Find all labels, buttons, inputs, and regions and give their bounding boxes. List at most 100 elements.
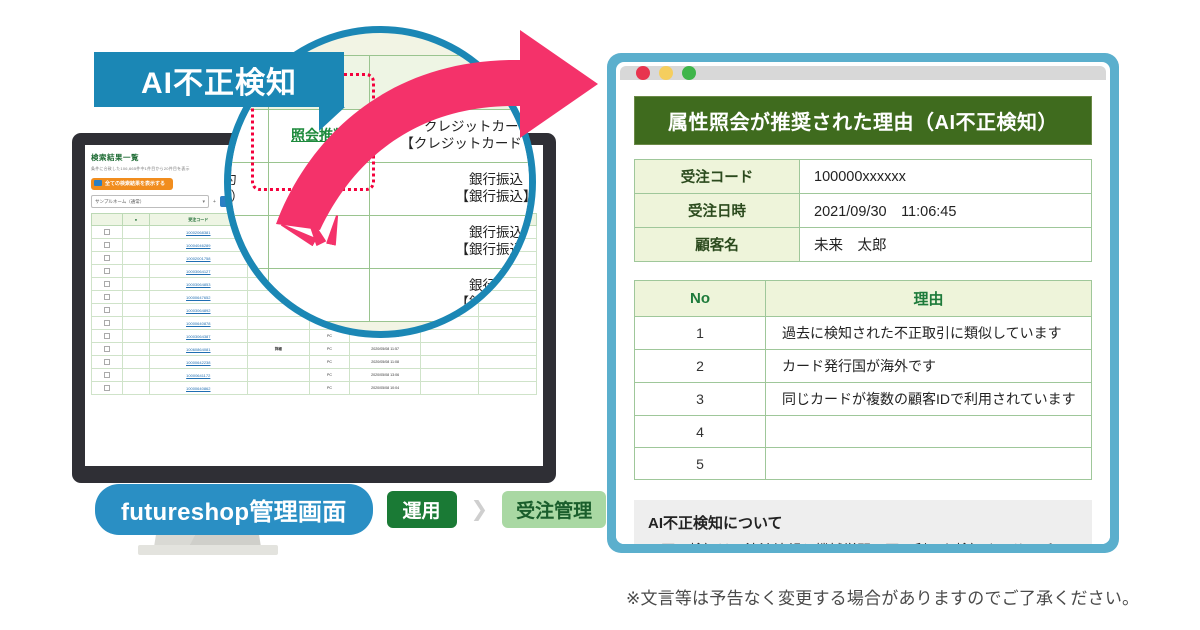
reason-row: 5 bbox=[634, 447, 1092, 480]
maximize-icon[interactable] bbox=[682, 66, 696, 80]
row-device: PC bbox=[309, 381, 351, 395]
row-tag: 詳細 bbox=[246, 342, 311, 356]
browser-window: 属性照会が推奨された理由（AI不正検知） 受注コード 100000xxxxxx 受注… bbox=[607, 53, 1119, 553]
row-order-code[interactable]: 10000640862 bbox=[148, 381, 248, 395]
magnified-cell-status: ） bbox=[231, 214, 269, 269]
row-checkbox[interactable] bbox=[90, 381, 124, 395]
row-tag bbox=[246, 368, 311, 382]
row-checkbox[interactable] bbox=[90, 368, 124, 382]
chevron-right-icon: ❯ bbox=[470, 497, 489, 521]
magnified-col-payment: 決済方法 【決済種別】 bbox=[369, 55, 529, 110]
ai-fraud-badge: AI不正検知 bbox=[94, 52, 345, 131]
reason-text: カード発行国が海外です bbox=[765, 349, 1092, 383]
browser-titlebar bbox=[620, 66, 1106, 80]
order-info-body: 受注コード 100000xxxxxx 受注日時 2021/09/30 11:06:45… bbox=[634, 159, 1092, 262]
table-row[interactable]: 10000640862 PC 2020/05/08 10:04 bbox=[90, 381, 537, 395]
row-lock-icon bbox=[122, 303, 150, 317]
ai-fraud-badge-label: AI不正検知 bbox=[141, 66, 297, 100]
row-checkbox[interactable] bbox=[90, 264, 124, 278]
row-lock-icon bbox=[122, 329, 150, 343]
row-checkbox[interactable] bbox=[90, 251, 124, 265]
row-tag bbox=[246, 355, 311, 369]
order-info-row: 受注日時 2021/09/30 11:06:45 bbox=[634, 193, 1092, 228]
magnified-cell-payment: 銀行振込 【銀行振込】 bbox=[369, 214, 529, 269]
row-lock-icon bbox=[122, 355, 150, 369]
row-checkbox[interactable] bbox=[90, 303, 124, 317]
minimize-icon[interactable] bbox=[659, 66, 673, 80]
reason-row: 1 過去に検知された不正取引に類似しています bbox=[634, 316, 1092, 350]
row-checkbox[interactable] bbox=[90, 329, 124, 343]
row-device: PC bbox=[309, 342, 351, 356]
row-lock-icon bbox=[122, 277, 150, 291]
row-lock-icon bbox=[122, 368, 150, 382]
row-checkbox[interactable] bbox=[90, 342, 124, 356]
reason-no: 2 bbox=[634, 349, 766, 383]
table-row[interactable]: 10060864081 詳細 PC 2020/05/08 11:57 bbox=[90, 342, 537, 356]
close-icon[interactable] bbox=[636, 66, 650, 80]
row-customer-name bbox=[420, 355, 480, 369]
row-lock-icon bbox=[122, 225, 150, 239]
about-note: AI不正検知について AI不正検知は、決済情報と機械学習で不正利用を検知するサー… bbox=[634, 500, 1092, 544]
row-shipping bbox=[478, 355, 537, 369]
reason-text bbox=[765, 447, 1092, 480]
magnified-table-row: 銀行振込 【銀行振込】 bbox=[231, 267, 529, 322]
table-row[interactable]: 10000642238 PC 2020/05/08 11:08 bbox=[90, 355, 537, 369]
select-all-button[interactable]: 全ての検索結果を表示する bbox=[91, 177, 174, 190]
magnified-cell-ai bbox=[268, 267, 370, 322]
reason-no: 4 bbox=[634, 415, 766, 448]
magnified-cell-payment: 銀行振込 【銀行振込】 bbox=[369, 161, 529, 216]
row-order-date: 2020/05/08 13:06 bbox=[349, 368, 422, 382]
row-lock-icon bbox=[122, 238, 150, 252]
order-info-label: 受注日時 bbox=[634, 193, 800, 228]
row-checkbox[interactable] bbox=[90, 355, 124, 369]
breadcrumb: futureshop管理画面 運用 ❯ 受注管理 bbox=[95, 483, 607, 535]
reason-no: 5 bbox=[634, 447, 766, 480]
row-order-date: 2020/05/08 11:08 bbox=[349, 355, 422, 369]
table-row[interactable]: 10003064387PC2020/06/11 10:21 bbox=[90, 329, 537, 343]
shop-select[interactable]: サンプルネーム（通常） ▾ bbox=[91, 195, 209, 208]
row-checkbox[interactable] bbox=[90, 290, 124, 304]
reason-col-reason: 理由 bbox=[765, 280, 1092, 317]
order-info-row: 顧客名 未来 太郎 bbox=[634, 227, 1092, 262]
row-order-date: 2020/05/08 11:57 bbox=[349, 342, 422, 356]
row-order-code[interactable]: 10060864081 bbox=[148, 342, 248, 356]
order-info-label: 顧客名 bbox=[634, 227, 800, 262]
monitor-base bbox=[138, 545, 278, 555]
col-lock-icon: ● bbox=[122, 213, 150, 226]
row-checkbox[interactable] bbox=[90, 238, 124, 252]
order-info-table: 受注コード 100000xxxxxx 受注日時 2021/09/30 11:06:45… bbox=[634, 159, 1092, 262]
magnified-cell-status bbox=[231, 267, 269, 322]
disclaimer-text: ※文言等は予告なく変更する場合がありますのでご了承ください。 bbox=[626, 589, 1140, 608]
row-checkbox[interactable] bbox=[90, 277, 124, 291]
row-order-code[interactable]: 10000642238 bbox=[148, 355, 248, 369]
row-lock-icon bbox=[122, 251, 150, 265]
col-check bbox=[90, 213, 124, 226]
reason-header-row: No 理由 bbox=[634, 280, 1092, 317]
row-shipping bbox=[478, 381, 537, 395]
magnified-cell-payment: クレジットカード（S）【クレジットカード（SBPS）】 bbox=[369, 108, 529, 163]
row-order-code[interactable]: 10000641172 bbox=[148, 368, 248, 382]
row-device: PC bbox=[309, 368, 351, 382]
row-order-date: 2020/05/08 10:04 bbox=[349, 381, 422, 395]
order-info-row: 受注コード 100000xxxxxx bbox=[634, 159, 1092, 194]
row-lock-icon bbox=[122, 316, 150, 330]
browser-content: 属性照会が推奨された理由（AI不正検知） 受注コード 100000xxxxxx 受注… bbox=[616, 80, 1110, 544]
shop-select-value: サンプルネーム（通常） bbox=[95, 198, 145, 204]
row-lock-icon bbox=[122, 264, 150, 278]
reason-table-body: 1 過去に検知された不正取引に類似しています 2 カード発行国が海外です 3 同じカードが… bbox=[634, 316, 1092, 480]
table-row[interactable]: 10000641172 PC 2020/05/08 13:06 bbox=[90, 368, 537, 382]
reason-text: 同じカードが複数の顧客IDで利用されています bbox=[765, 382, 1092, 416]
reason-row: 2 カード発行国が海外です bbox=[634, 349, 1092, 383]
reason-row: 4 bbox=[634, 415, 1092, 448]
product-pill: futureshop管理画面 bbox=[95, 483, 373, 535]
breadcrumb-page[interactable]: 受注管理 bbox=[502, 490, 607, 528]
breadcrumb-section[interactable]: 運用 bbox=[386, 490, 457, 528]
row-checkbox[interactable] bbox=[90, 225, 124, 239]
reason-text: 過去に検知された不正取引に類似しています bbox=[765, 316, 1092, 350]
order-info-value: 2021/09/30 11:06:45 bbox=[799, 193, 1092, 228]
browser-inner: 属性照会が推奨された理由（AI不正検知） 受注コード 100000xxxxxx 受注… bbox=[616, 62, 1110, 544]
row-device: PC bbox=[309, 355, 351, 369]
row-customer-name bbox=[420, 381, 480, 395]
chevron-down-icon: ▾ bbox=[202, 198, 205, 205]
row-checkbox[interactable] bbox=[90, 316, 124, 330]
